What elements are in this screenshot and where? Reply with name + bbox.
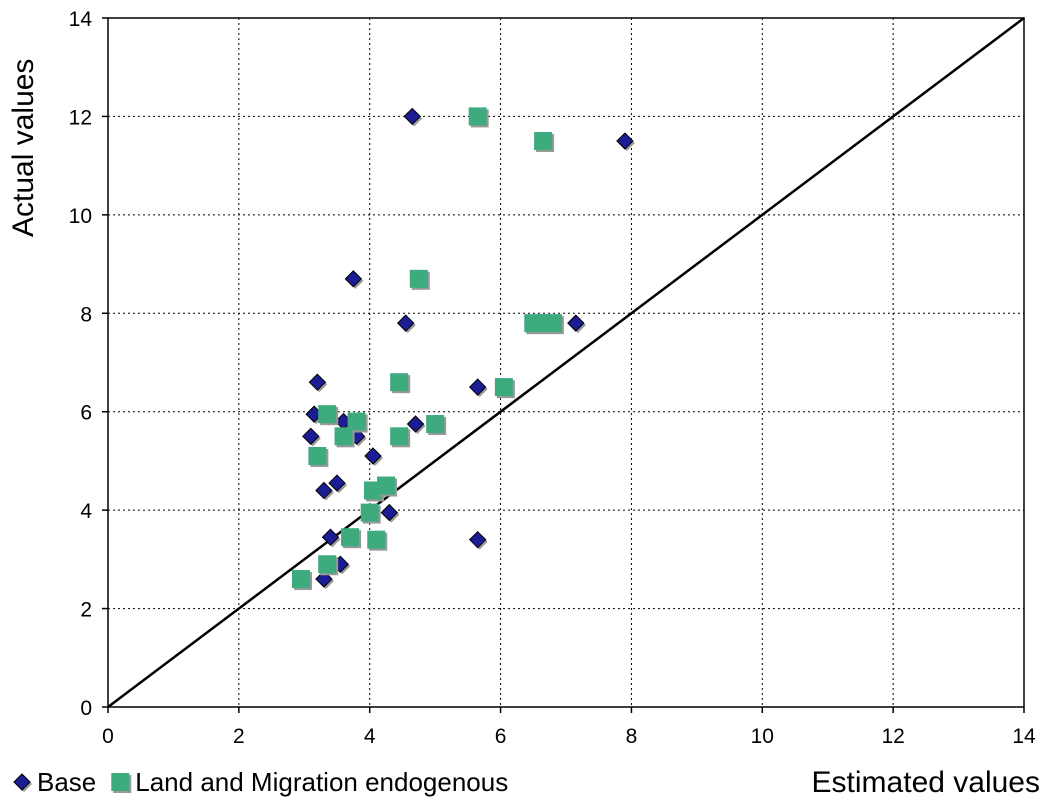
y-tick-label: 2 bbox=[80, 599, 92, 622]
point bbox=[468, 107, 487, 126]
point bbox=[377, 476, 396, 495]
x-tick-label: 14 bbox=[1012, 725, 1036, 748]
point bbox=[302, 427, 320, 446]
x-tick-label: 12 bbox=[881, 725, 904, 748]
point bbox=[390, 427, 409, 446]
y-tick-label: 6 bbox=[80, 402, 92, 425]
point bbox=[403, 107, 421, 126]
point bbox=[616, 132, 634, 150]
y-axis-title: Actual values bbox=[7, 59, 40, 237]
point bbox=[567, 314, 585, 332]
y-tick-label: 10 bbox=[69, 205, 92, 228]
y-tick-label: 14 bbox=[69, 8, 93, 31]
point bbox=[406, 415, 425, 433]
point bbox=[468, 530, 487, 549]
x-tick-label: 8 bbox=[626, 725, 638, 748]
point bbox=[347, 412, 366, 431]
y-tick-label: 12 bbox=[69, 106, 92, 129]
point bbox=[344, 270, 363, 288]
legend-label: Base bbox=[37, 767, 96, 797]
legend-marker bbox=[111, 773, 130, 791]
x-tick-label: 2 bbox=[233, 725, 245, 748]
point bbox=[321, 528, 340, 546]
legend-label: Land and Migration endogenous bbox=[135, 767, 508, 797]
point bbox=[396, 314, 415, 332]
point bbox=[364, 447, 382, 465]
point bbox=[315, 481, 333, 500]
point bbox=[543, 314, 562, 333]
x-tick-label: 0 bbox=[102, 725, 114, 748]
point bbox=[308, 373, 327, 391]
point bbox=[318, 405, 337, 424]
point bbox=[341, 528, 360, 547]
point bbox=[367, 530, 386, 549]
point bbox=[318, 555, 337, 574]
plot-border bbox=[107, 17, 1025, 708]
point bbox=[494, 378, 513, 397]
y-tick-label: 8 bbox=[80, 303, 92, 326]
point bbox=[292, 570, 311, 589]
point bbox=[426, 415, 445, 434]
point bbox=[380, 503, 399, 522]
point bbox=[328, 474, 346, 492]
x-tick-label: 10 bbox=[751, 725, 774, 748]
point bbox=[390, 373, 409, 392]
point bbox=[409, 269, 428, 288]
point bbox=[534, 132, 553, 151]
x-tick-label: 6 bbox=[495, 725, 507, 748]
point bbox=[468, 378, 487, 396]
legend-marker bbox=[13, 773, 31, 791]
identity-line bbox=[107, 17, 1025, 708]
y-tick-label: 4 bbox=[80, 500, 92, 523]
y-tick-label: 0 bbox=[80, 697, 92, 720]
point bbox=[308, 447, 327, 466]
point bbox=[360, 503, 379, 522]
x-axis-title: Estimated values bbox=[812, 766, 1040, 799]
x-tick-label: 4 bbox=[364, 725, 376, 748]
point bbox=[334, 427, 353, 446]
